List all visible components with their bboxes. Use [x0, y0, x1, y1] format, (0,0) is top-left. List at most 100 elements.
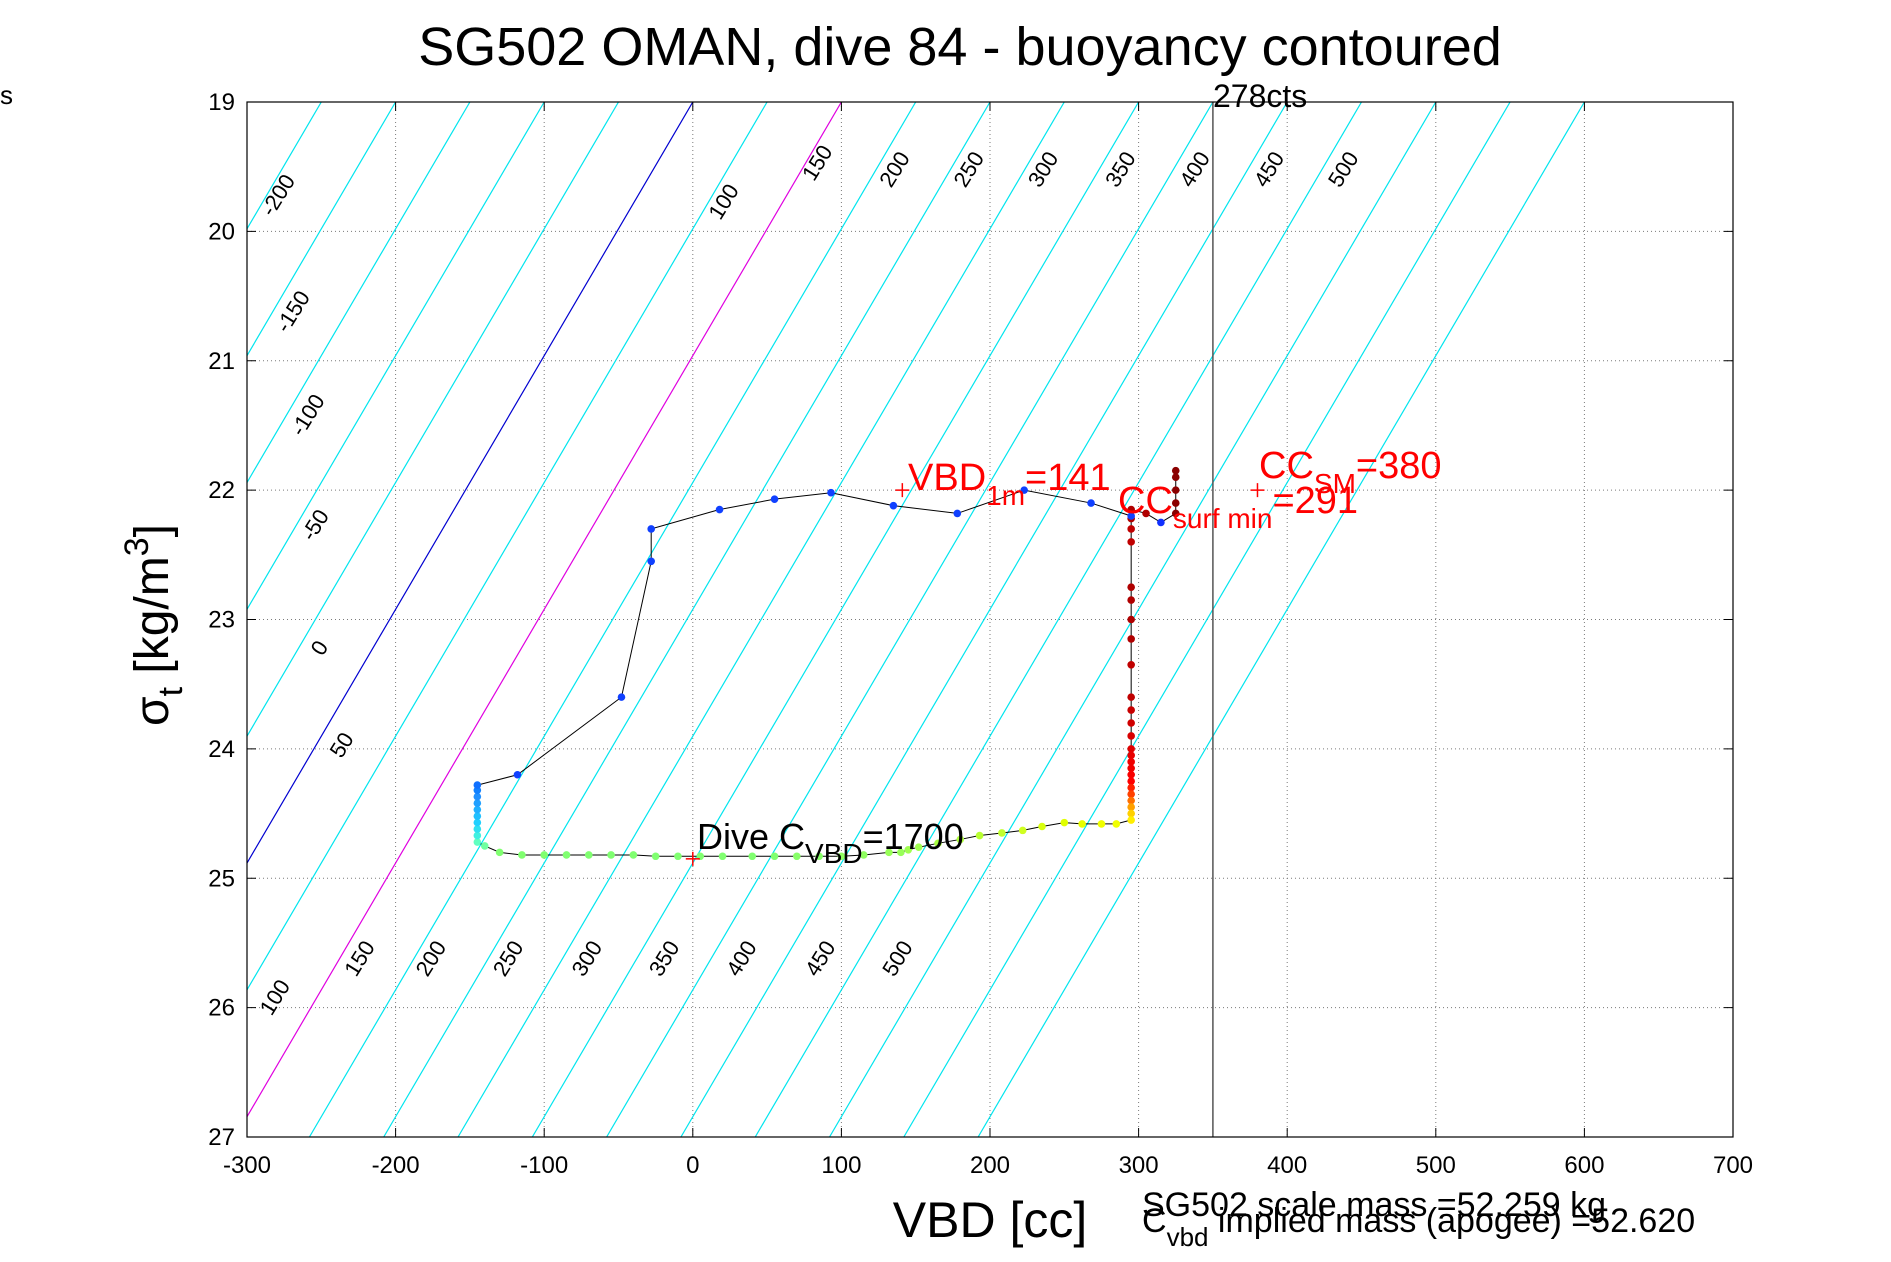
- plot-frame: [246, 101, 1734, 1138]
- dive-point: [629, 851, 638, 859]
- contour-line-cyan: [247, 102, 620, 738]
- dive-points: [473, 466, 1180, 861]
- dive-point: [715, 505, 724, 514]
- contour-label: 100: [254, 975, 295, 1019]
- contour-line-cyan: [754, 102, 1363, 1137]
- dive-point: [1112, 820, 1121, 828]
- dive-point: [1127, 790, 1135, 798]
- contour-line-cyan: [383, 102, 991, 1137]
- dive-point: [1087, 499, 1095, 507]
- contour-label: 400: [721, 936, 762, 980]
- dive-point: [1078, 820, 1086, 828]
- dive-point: [518, 851, 526, 859]
- dive-point: [1127, 783, 1135, 792]
- scale-mass-text: SG502 scale mass =52.259 kg: [1142, 1186, 1606, 1224]
- dive-point: [1097, 820, 1106, 828]
- dive-point: [815, 852, 823, 861]
- dive-point: [1127, 615, 1135, 624]
- dive-point: [1127, 660, 1135, 669]
- x-tick-label: 500: [1416, 1152, 1456, 1179]
- y-tick-label: 19: [208, 89, 235, 116]
- y-tick-label: 25: [208, 865, 235, 892]
- contour-label: 250: [948, 147, 989, 191]
- x-tick-label: 0: [686, 1152, 699, 1179]
- dive-point: [1127, 816, 1135, 824]
- dive-point: [1171, 509, 1180, 518]
- dive-point: [1127, 770, 1135, 779]
- x-tick-label: 100: [821, 1152, 861, 1179]
- chart-title: SG502 OMAN, dive 84 - buoyancy contoured: [418, 17, 1502, 77]
- dive-point: [1038, 822, 1046, 831]
- x-tick-label: -200: [372, 1152, 420, 1179]
- contour-line-cyan: [903, 102, 1511, 1137]
- dive-point: [1127, 809, 1135, 818]
- x-tick-label: 400: [1267, 1152, 1307, 1179]
- vbd-1m-annotation: VBD1m=141: [908, 457, 1111, 511]
- dive-point: [473, 818, 482, 827]
- contour-label: -200: [256, 170, 301, 221]
- reference-markers: [685, 483, 1265, 866]
- y-tick-label: 21: [208, 348, 235, 375]
- dive-point: [827, 488, 835, 497]
- dive-point: [1171, 499, 1180, 507]
- dive-point: [473, 781, 482, 789]
- grid-lines: [247, 102, 1733, 1137]
- dive-point: [1127, 732, 1135, 740]
- contour-label: 100: [703, 179, 744, 223]
- dive-point: [914, 843, 923, 851]
- dive-point: [1157, 518, 1165, 527]
- dive-point: [473, 838, 482, 846]
- dive-point: [1127, 635, 1135, 643]
- dive-point: [837, 852, 846, 861]
- dive-point: [1127, 693, 1135, 701]
- y-tick-label: 27: [208, 1124, 235, 1151]
- dive-point: [1127, 719, 1135, 727]
- contour-label: 400: [1174, 147, 1215, 191]
- dive-point: [1020, 486, 1028, 494]
- contour-line-magenta: [247, 102, 842, 1118]
- y-tick-label: 24: [208, 736, 235, 763]
- dive-point: [473, 805, 482, 814]
- dive-point: [770, 852, 779, 861]
- contour-label: 250: [488, 936, 529, 980]
- axis-ticks: [246, 101, 1734, 1138]
- dive-point: [473, 831, 482, 840]
- y-tick-labels: 19 20 21 22 23 24 25 26 27: [208, 89, 235, 1151]
- dive-point: [770, 495, 779, 503]
- dive-point: [1127, 538, 1135, 546]
- dive-point: [1127, 706, 1135, 714]
- contour-line-cyan: [531, 102, 1140, 1137]
- cc-surf-min-annotation: CCsurf min=291: [1118, 480, 1358, 534]
- contour-line-cyan: [247, 102, 471, 484]
- dive-point: [1171, 486, 1180, 494]
- contour-label: -150: [270, 286, 315, 337]
- x-tick-label: 600: [1564, 1152, 1604, 1179]
- contour-label: 300: [567, 936, 608, 980]
- dive-point: [540, 851, 548, 859]
- dive-point: [1060, 818, 1069, 827]
- contour-label: 150: [339, 936, 380, 980]
- contour-label: 450: [1249, 147, 1290, 191]
- dive-point: [674, 852, 682, 861]
- dive-point: [956, 835, 965, 844]
- dive-point: [885, 848, 893, 857]
- dive-point: [1127, 583, 1135, 591]
- dive-point: [1127, 505, 1135, 514]
- contour-line-cyan: [247, 102, 768, 992]
- dive-point: [617, 693, 626, 701]
- dive-point: [934, 839, 942, 848]
- dive-cvbd-annotation: Dive CVBD=1700: [697, 816, 964, 869]
- y-tick-label: 23: [208, 607, 235, 634]
- contour-label: 450: [800, 936, 841, 980]
- x-tick-label: 200: [970, 1152, 1010, 1179]
- contour-label: -100: [285, 390, 330, 441]
- dive-point: [1127, 512, 1135, 520]
- dive-point: [1127, 764, 1135, 773]
- y-axis-label: σt [kg/m3]: [118, 524, 190, 726]
- contour-line-cyan: [308, 102, 917, 1137]
- x-tick-labels: -300 -200 -100 0 100 200 300 400 500 600 700: [223, 1152, 1753, 1179]
- contour-label: 0: [306, 636, 334, 660]
- contour-label: 300: [1023, 147, 1064, 191]
- x-tick-label: -300: [223, 1152, 271, 1179]
